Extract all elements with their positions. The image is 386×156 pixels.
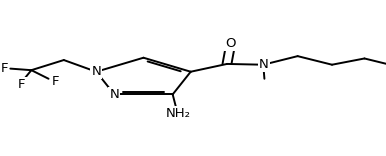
Text: NH₂: NH₂ [166, 107, 191, 120]
Text: N: N [91, 65, 101, 78]
Text: F: F [1, 62, 8, 75]
Text: O: O [225, 37, 235, 50]
Text: N: N [110, 88, 119, 101]
Text: F: F [52, 75, 59, 88]
Text: F: F [18, 78, 25, 91]
Text: N: N [259, 58, 269, 71]
